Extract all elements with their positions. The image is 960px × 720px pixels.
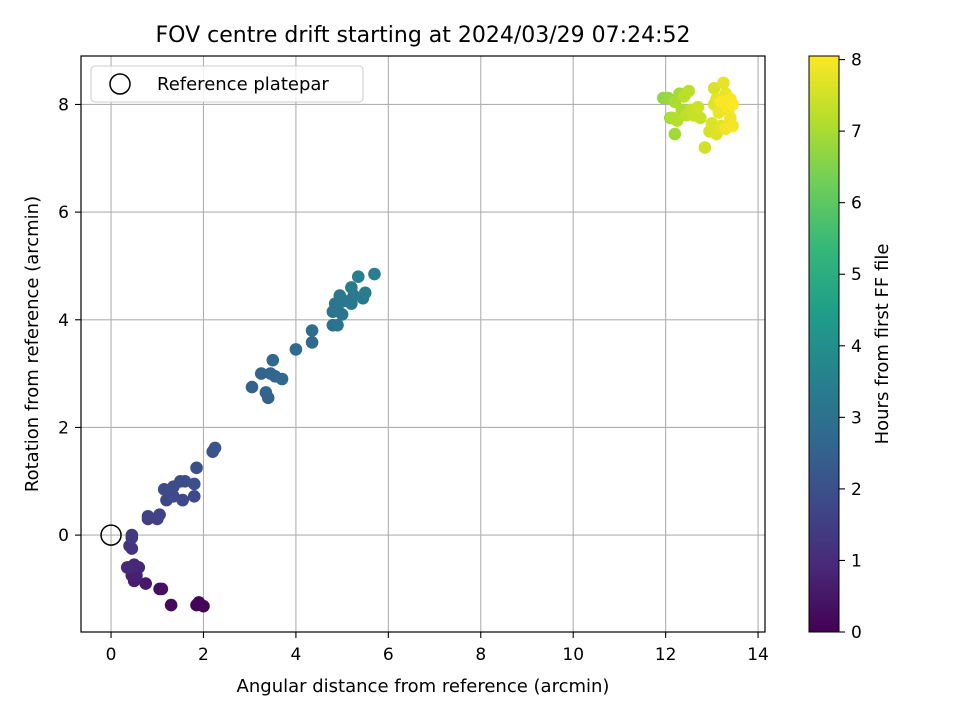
- data-point: [707, 81, 721, 95]
- x-axis-label: Angular distance from reference (arcmin): [237, 676, 610, 697]
- data-point: [668, 127, 682, 141]
- colorbar-label: Hours from first FF file: [872, 244, 893, 445]
- data-point: [259, 386, 273, 399]
- chart-title: FOV centre drift starting at 2024/03/29 …: [156, 23, 691, 48]
- y-axis-ticks: 0 2 4 6 8: [58, 95, 81, 546]
- data-point: [351, 270, 365, 284]
- legend-box: [90, 65, 364, 103]
- colorbar-tick-label: 8: [851, 51, 862, 71]
- data-point: [693, 111, 707, 125]
- colorbar-tick-label: 0: [851, 623, 862, 643]
- data-point: [345, 281, 358, 294]
- x-tick-label: 4: [290, 645, 301, 665]
- legend: Reference platepar: [90, 65, 364, 103]
- data-point: [164, 598, 178, 612]
- data-point: [167, 490, 180, 503]
- data-point: [155, 582, 169, 596]
- y-tick-label: 0: [58, 526, 69, 546]
- legend-entry-label: Reference platepar: [157, 74, 329, 95]
- data-point: [714, 95, 728, 109]
- colorbar-tick-label: 6: [851, 194, 862, 214]
- data-point: [187, 490, 201, 503]
- data-point: [726, 119, 739, 133]
- data-point: [139, 577, 153, 590]
- y-tick-label: 2: [58, 418, 69, 438]
- data-point: [717, 76, 730, 90]
- data-point: [254, 367, 268, 380]
- data-point: [726, 98, 739, 111]
- data-point: [698, 141, 712, 154]
- data-point: [682, 84, 696, 98]
- data-point: [187, 477, 201, 491]
- data-point: [208, 441, 222, 455]
- data-point: [691, 100, 705, 114]
- data-point: [266, 353, 280, 367]
- data-point: [141, 509, 155, 523]
- y-tick-label: 6: [58, 203, 69, 223]
- y-axis-label: Rotation from reference (arcmin): [22, 196, 43, 492]
- colorbar-tick-label: 2: [851, 480, 862, 500]
- data-point: [275, 372, 289, 386]
- data-point: [192, 596, 206, 609]
- data-point: [331, 318, 344, 332]
- x-tick-label: 2: [198, 645, 209, 665]
- data-point: [153, 508, 166, 521]
- data-point: [305, 336, 319, 349]
- x-tick-label: 0: [106, 645, 117, 665]
- data-point: [190, 461, 203, 475]
- colorbar-frame: [808, 55, 840, 633]
- data-point: [305, 324, 319, 337]
- x-tick-label: 8: [475, 645, 486, 665]
- colorbar-tick-label: 4: [851, 337, 862, 357]
- data-point: [358, 286, 372, 300]
- x-tick-label: 6: [383, 645, 394, 665]
- data-point: [333, 289, 347, 302]
- x-axis-ticks: 0 2 4 6 8 10 12 14: [106, 632, 769, 665]
- data-point: [368, 267, 381, 281]
- data-point: [125, 528, 139, 542]
- reference-platepar-marker: [100, 524, 122, 546]
- data-point: [670, 114, 684, 127]
- data-point: [120, 561, 134, 574]
- colorbar: 0 1 2 3 4 5 6 7 8 Hours from first FF file: [808, 51, 893, 643]
- x-tick-label: 14: [747, 645, 769, 665]
- colorbar-tick-label: 3: [851, 408, 862, 428]
- y-tick-label: 8: [58, 95, 69, 115]
- y-tick-label: 4: [58, 311, 69, 331]
- x-tick-label: 10: [562, 645, 584, 665]
- colorbar-gradient: [809, 56, 839, 632]
- colorbar-tick-label: 7: [851, 122, 862, 142]
- scatter-points: [100, 76, 739, 613]
- colorbar-tick-label: 1: [851, 551, 862, 571]
- colorbar-tick-label: 5: [851, 265, 862, 285]
- colorbar-ticks: 0 1 2 3 4 5 6 7 8: [839, 51, 862, 643]
- plot-frame: [80, 55, 766, 633]
- data-point: [289, 343, 303, 356]
- legend-marker-circle: [109, 73, 131, 95]
- data-point: [245, 380, 259, 394]
- x-tick-label: 12: [655, 645, 677, 665]
